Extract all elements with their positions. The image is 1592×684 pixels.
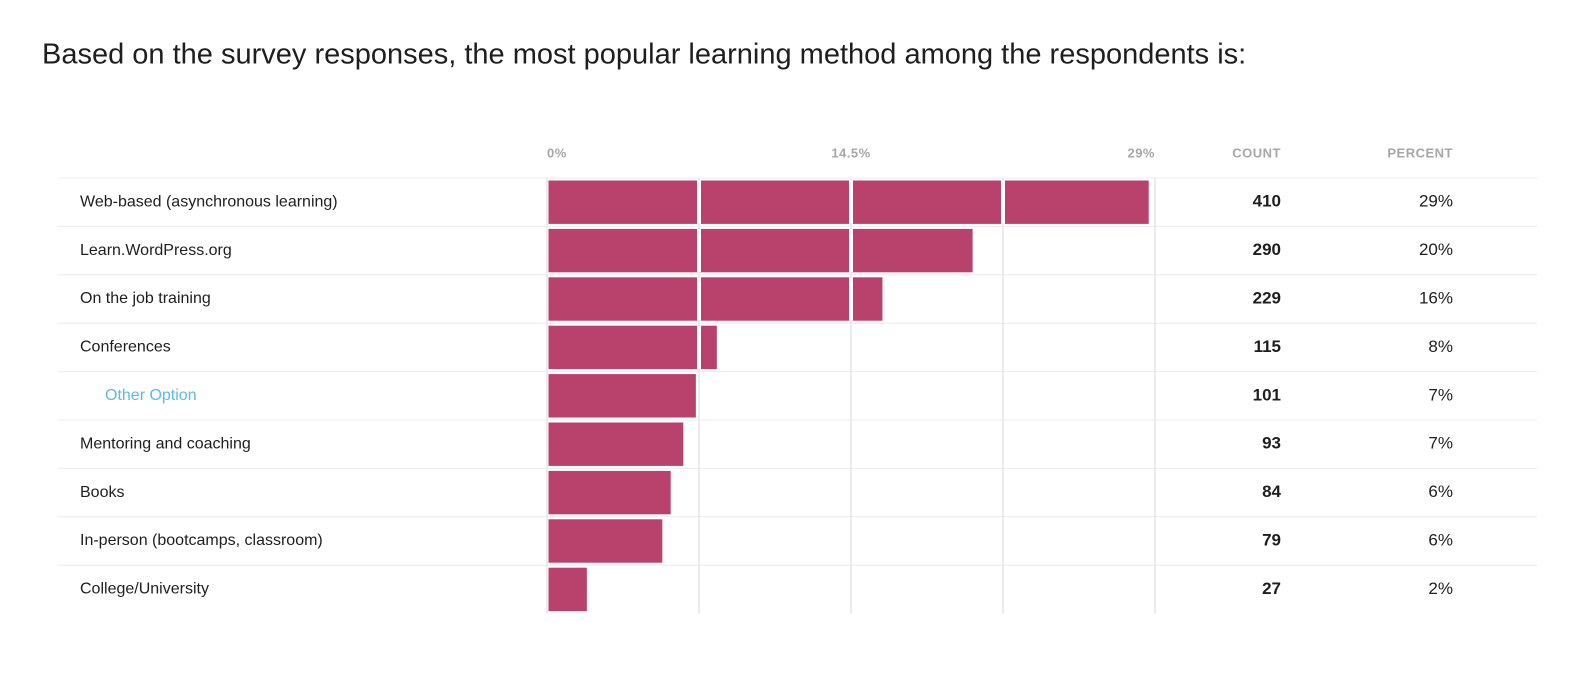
bar: [548, 325, 717, 370]
count-cell: 229: [1253, 288, 1281, 307]
count-cell: 101: [1253, 385, 1281, 404]
percent-cell: 20%: [1419, 240, 1453, 259]
bar: [548, 519, 663, 563]
category-label: College/University: [80, 581, 209, 598]
category-label: Web-based (asynchronous learning): [80, 193, 338, 210]
bar: [548, 277, 883, 321]
category-label: Conferences: [80, 339, 171, 356]
category-label: Mentoring and coaching: [80, 435, 251, 452]
x-tick-label: 29%: [1127, 145, 1155, 160]
category-label: In-person (bootcamps, classroom): [80, 532, 323, 549]
percent-cell: 16%: [1419, 288, 1453, 307]
percent-cell: 2%: [1428, 579, 1453, 598]
bar: [548, 470, 671, 515]
bar: [548, 228, 973, 273]
percent-header: PERCENT: [1387, 145, 1453, 160]
percent-cell: 8%: [1428, 337, 1453, 356]
count-cell: 290: [1253, 240, 1281, 259]
percent-cell: 7%: [1428, 434, 1453, 453]
percent-cell: 6%: [1428, 482, 1453, 501]
percent-cell: 7%: [1428, 385, 1453, 404]
bar: [548, 180, 1149, 224]
count-cell: 115: [1254, 337, 1281, 356]
category-label: On the job training: [80, 290, 211, 307]
count-header: COUNT: [1232, 145, 1281, 160]
percent-cell: 6%: [1428, 530, 1453, 549]
count-cell: 93: [1262, 434, 1281, 453]
category-label: Other Option: [105, 387, 197, 404]
x-tick-label: 14.5%: [831, 145, 870, 160]
count-cell: 84: [1262, 482, 1281, 501]
chart-title: Based on the survey responses, the most …: [42, 39, 1246, 71]
bar: [548, 567, 587, 612]
bar: [548, 422, 684, 466]
bar: [548, 374, 696, 418]
count-cell: 79: [1262, 530, 1281, 549]
count-cell: 410: [1253, 192, 1281, 211]
count-cell: 27: [1262, 579, 1281, 598]
category-label: Books: [80, 484, 124, 501]
x-tick-label: 0%: [547, 145, 567, 160]
category-label: Learn.WordPress.org: [80, 242, 232, 259]
percent-cell: 29%: [1419, 192, 1453, 211]
